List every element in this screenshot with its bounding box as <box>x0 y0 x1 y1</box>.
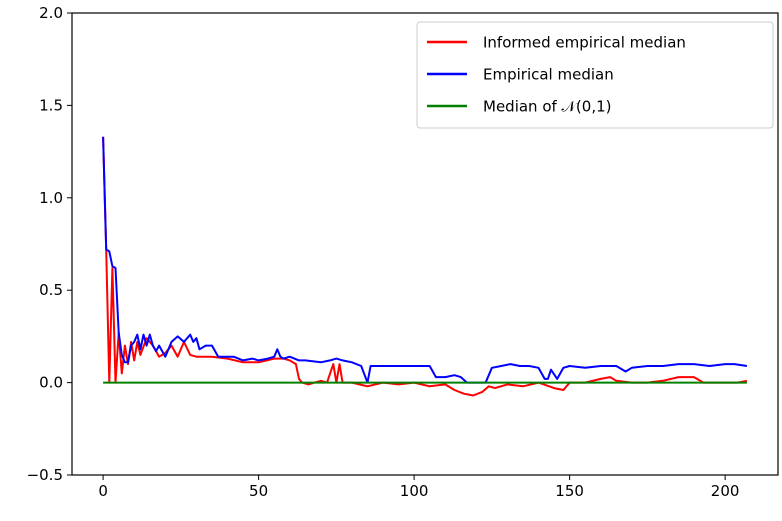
legend-label: Empirical median <box>483 66 614 84</box>
x-tick-label: 0 <box>98 482 108 500</box>
y-tick-label: 1.5 <box>39 96 63 114</box>
y-tick-label: −0.5 <box>27 466 63 484</box>
legend-label: Informed empirical median <box>483 34 686 52</box>
series-line-0 <box>102 136 748 397</box>
y-tick-label: 0.5 <box>39 281 63 299</box>
legend-label: Median of 𝒩(0,1) <box>483 98 611 116</box>
y-tick-label: 1.0 <box>39 189 63 207</box>
legend-box <box>416 21 774 129</box>
x-tick-label: 200 <box>711 482 740 500</box>
plot-frame <box>71 12 779 476</box>
series-line-1 <box>102 136 748 384</box>
y-tick-label: 2.0 <box>39 4 63 22</box>
x-tick-label: 150 <box>555 482 584 500</box>
y-tick-label: 0.0 <box>39 374 63 392</box>
legend: Informed empirical median Empirical media… <box>416 21 774 129</box>
x-tick-label: 50 <box>249 482 268 500</box>
x-tick-label: 100 <box>400 482 429 500</box>
